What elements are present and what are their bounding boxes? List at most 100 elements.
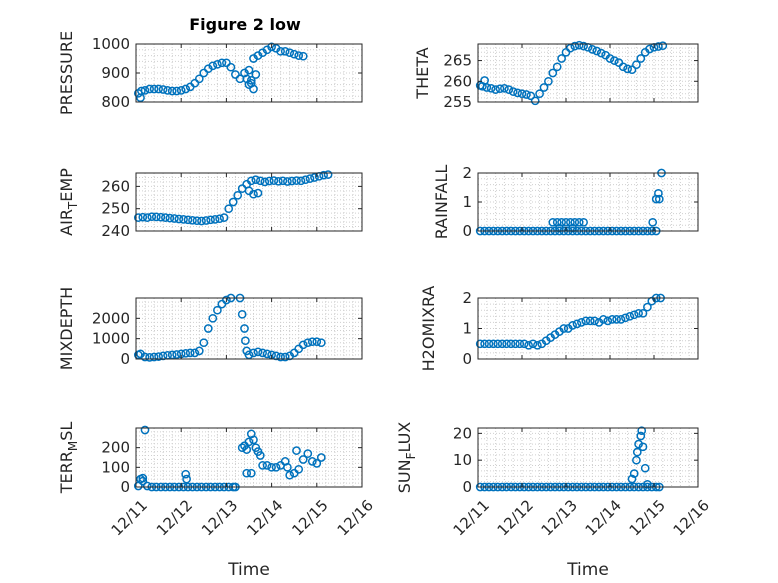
data-point (192, 216, 202, 226)
data-point (267, 462, 276, 472)
data-point (170, 214, 179, 223)
data-point (181, 469, 191, 479)
data-point (244, 65, 254, 75)
data-point (298, 455, 308, 464)
data-point (249, 435, 258, 445)
data-point (486, 83, 496, 93)
data-point (627, 474, 637, 484)
data-point (217, 58, 227, 68)
data-point (158, 85, 168, 94)
data-point (528, 339, 538, 349)
data-point (285, 470, 295, 480)
pressure-ylabel: PRESSURE (57, 31, 76, 115)
terr-msl-axes-box (135, 427, 363, 488)
y-tick-label: 0 (462, 350, 472, 368)
data-point (303, 449, 313, 458)
data-point (249, 189, 258, 199)
data-point (515, 339, 525, 349)
y-tick-label: 1 (462, 193, 472, 211)
data-point (182, 474, 191, 484)
data-point (199, 338, 209, 348)
data-point (640, 463, 650, 473)
data-point (167, 86, 177, 96)
mixdepth-ylabel: MIXDEPTH (57, 287, 76, 370)
data-point (172, 86, 182, 96)
h2omixra-axes: 0 1 2 H2OMIXRA (419, 286, 699, 371)
data-point (298, 51, 308, 61)
data-point (307, 457, 317, 466)
data-point (572, 319, 582, 329)
data-point (246, 176, 256, 186)
y-tick-label: 2 (462, 289, 472, 307)
data-point (149, 84, 159, 94)
data-point (629, 310, 639, 320)
data-point (522, 90, 531, 99)
data-point (231, 70, 240, 79)
sun-flux-xlabel: Time (566, 560, 609, 580)
theta-axes-box (477, 43, 699, 103)
data-point (203, 324, 213, 333)
data-point (151, 212, 161, 222)
data-point (264, 176, 274, 186)
data-point (319, 170, 328, 180)
data-point (568, 223, 577, 233)
data-point (172, 350, 182, 359)
data-point (194, 346, 204, 356)
y-tick-label: 800 (101, 93, 130, 111)
y-tick-label: 0 (120, 478, 130, 496)
data-point (305, 174, 315, 183)
data-point (616, 315, 626, 324)
data-point (482, 83, 492, 92)
data-point (489, 339, 498, 349)
data-point (577, 318, 586, 327)
data-point (323, 170, 333, 179)
data-point (253, 188, 263, 198)
data-point (511, 339, 520, 349)
data-point (237, 309, 247, 319)
data-point (480, 339, 489, 349)
data-point (612, 315, 621, 324)
data-point (258, 461, 267, 470)
data-point (603, 316, 613, 326)
data-point (513, 88, 522, 98)
data-point (224, 204, 234, 214)
data-point (632, 455, 641, 465)
data-point (165, 213, 175, 223)
data-point (298, 340, 308, 350)
data-point (179, 215, 188, 224)
data-point (185, 348, 195, 358)
data-point (241, 336, 250, 346)
pressure-points (133, 42, 308, 103)
data-point (643, 302, 652, 312)
data-point (491, 85, 500, 94)
data-point (658, 41, 668, 51)
y-tick-label: 250 (101, 200, 130, 218)
theta-grid (477, 43, 699, 103)
data-point (138, 212, 148, 222)
data-point (623, 64, 632, 74)
y-tick-label: 2 (462, 164, 472, 182)
data-point (592, 46, 602, 56)
data-point (574, 40, 584, 50)
data-point (176, 86, 186, 95)
data-point (610, 56, 619, 65)
data-point (213, 305, 222, 315)
data-point (625, 311, 635, 321)
data-point (154, 352, 163, 361)
data-point (493, 339, 503, 349)
data-point (307, 337, 317, 347)
data-point (292, 446, 301, 455)
data-point (190, 348, 200, 358)
mixdepth-axes: 0 1000 2000 MIXDEPTH (57, 287, 363, 370)
data-point (629, 469, 639, 478)
terr-msl-ylabel: TERRMSL (57, 422, 80, 495)
data-point (244, 437, 254, 447)
data-point (249, 348, 258, 358)
data-point (199, 68, 209, 78)
data-point (251, 70, 261, 79)
data-point (142, 213, 152, 222)
figure-title: Figure 2 low (189, 15, 301, 34)
air-temp-axes: 240 250 260 AIRTEMP (57, 168, 363, 240)
data-point (530, 96, 540, 106)
data-point (301, 175, 310, 185)
